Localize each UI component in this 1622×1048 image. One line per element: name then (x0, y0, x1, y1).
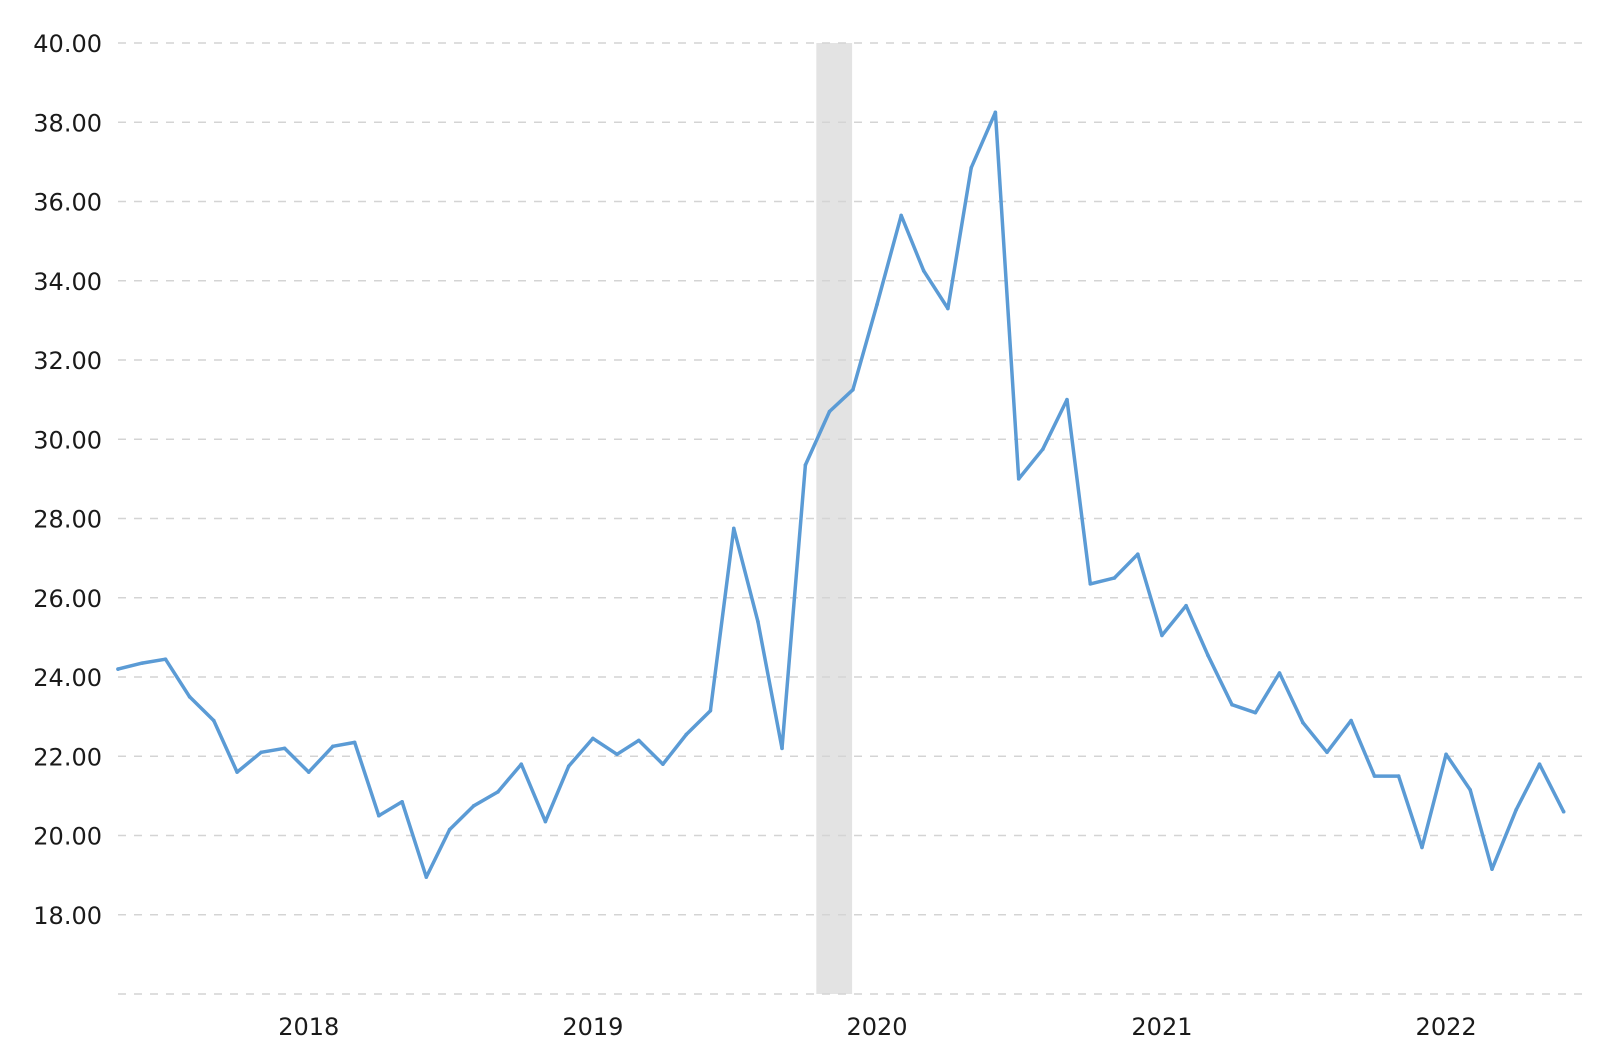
data-point (235, 770, 239, 774)
data-point (400, 800, 404, 804)
data-point (1561, 809, 1566, 814)
y-tick-label: 38.00 (33, 109, 102, 137)
data-point (1230, 702, 1234, 707)
data-point (1325, 750, 1329, 755)
gridline-layer (118, 42, 1587, 995)
data-point (1041, 447, 1045, 451)
data-point (1468, 788, 1473, 792)
data-point (352, 740, 357, 745)
data-point (1160, 633, 1164, 638)
x-tick-label: 2020 (846, 1013, 907, 1041)
data-point (899, 213, 903, 218)
data-point (637, 738, 641, 743)
data-point (376, 813, 381, 818)
y-tick-label: 22.00 (33, 743, 102, 771)
data-point (471, 803, 476, 808)
y-tick-label: 34.00 (33, 268, 102, 296)
data-point (1372, 774, 1377, 778)
data-point (875, 302, 879, 307)
data-point (211, 718, 216, 723)
x-tick-label: 2021 (1131, 1013, 1192, 1041)
data-point (1537, 762, 1542, 766)
data-point (1184, 603, 1188, 608)
data-point (259, 750, 264, 755)
data-point (543, 819, 548, 824)
y-tick-label: 26.00 (33, 585, 102, 613)
data-point (851, 387, 855, 392)
data-point (780, 746, 784, 751)
data-point (615, 752, 619, 757)
x-tick-label: 2018 (278, 1013, 339, 1041)
data-point (187, 695, 192, 699)
data-point (306, 770, 311, 774)
data-point (1112, 576, 1117, 580)
series-line-0 (116, 110, 1566, 879)
data-point (1420, 845, 1424, 850)
data-point (803, 463, 808, 467)
data-point (1016, 477, 1021, 481)
data-point (1514, 807, 1518, 812)
data-point (1490, 867, 1494, 871)
data-point (993, 110, 998, 115)
data-point (591, 736, 595, 741)
data-point (1088, 582, 1093, 586)
data-point (282, 746, 287, 751)
data-point (1065, 397, 1069, 402)
data-point (684, 732, 689, 737)
y-axis-tick-labels: 18.00 20.00 22.00 24.00 26.00 28.00 30.00 32.00… (33, 30, 102, 930)
y-tick-label: 28.00 (33, 506, 102, 534)
data-point (1349, 718, 1353, 723)
y-tick-label: 40.00 (33, 30, 102, 58)
data-point (731, 526, 736, 531)
data-point (331, 744, 335, 749)
y-tick-label: 18.00 (33, 902, 102, 930)
data-point (661, 762, 665, 766)
data-point (969, 166, 974, 170)
data-point (163, 657, 168, 661)
y-tick-label: 32.00 (33, 347, 102, 375)
data-point (447, 827, 452, 832)
x-tick-label: 2022 (1416, 1013, 1477, 1041)
x-tick-label: 2019 (562, 1013, 623, 1041)
y-tick-label: 30.00 (33, 426, 102, 454)
data-point (1136, 552, 1140, 556)
data-point (1301, 720, 1305, 725)
series-layer (116, 110, 1566, 879)
data-point (946, 306, 950, 311)
data-point (519, 762, 524, 766)
data-point (1396, 774, 1401, 778)
data-point (116, 667, 120, 671)
y-tick-label: 24.00 (33, 664, 102, 692)
data-point (566, 764, 571, 768)
data-point (1444, 752, 1448, 757)
data-point (424, 875, 429, 879)
shaded-region-layer (816, 43, 853, 994)
shaded-region-0 (816, 43, 853, 994)
y-tick-label: 20.00 (33, 823, 102, 851)
data-point (1206, 653, 1210, 658)
data-point (140, 661, 144, 665)
data-point (827, 409, 832, 414)
data-point (1277, 671, 1282, 675)
data-point (708, 708, 713, 713)
data-point (921, 269, 926, 273)
data-point (496, 790, 500, 794)
y-tick-label: 36.00 (33, 189, 102, 217)
data-point (1253, 710, 1258, 715)
x-axis-tick-labels: 2018 2019 2020 2021 2022 (278, 1013, 1476, 1041)
data-point (756, 619, 760, 624)
